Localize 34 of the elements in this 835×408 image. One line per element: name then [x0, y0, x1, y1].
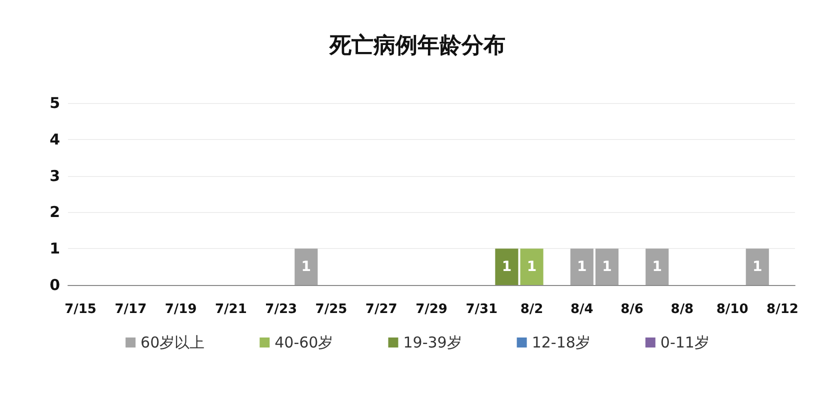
x-tick-label: 7/23 [265, 302, 298, 317]
data-label: 1 [652, 258, 662, 275]
chart-title: 死亡病例年龄分布 [328, 32, 506, 58]
data-label: 1 [602, 258, 612, 275]
y-tick-label: 4 [50, 130, 60, 148]
x-tick-label: 8/12 [766, 302, 798, 317]
legend-label: 40-60岁 [274, 334, 334, 352]
x-tick-label: 7/19 [164, 302, 197, 317]
y-tick-label: 1 [50, 240, 60, 258]
x-tick-label: 7/29 [416, 302, 448, 317]
y-tick-label: 0 [50, 276, 60, 294]
data-label: 1 [577, 258, 587, 275]
x-tick-label: 8/4 [570, 302, 594, 317]
legend-label: 19-39岁 [403, 334, 462, 352]
x-tick-label: 7/15 [64, 302, 96, 317]
x-tick-label: 8/8 [670, 302, 694, 317]
data-label: 1 [752, 258, 762, 275]
x-tick-label: 8/6 [620, 302, 644, 317]
x-tick-label: 7/31 [466, 302, 498, 317]
y-tick-label: 2 [50, 203, 60, 222]
legend-label: 0-11岁 [660, 334, 710, 352]
legend-label: 60岁以上 [140, 334, 205, 352]
x-tick-label: 7/27 [365, 302, 398, 317]
y-tick-label: 3 [50, 166, 60, 185]
data-label: 1 [502, 258, 512, 275]
y-tick-label: 5 [50, 94, 60, 112]
x-tick-label: 7/21 [215, 302, 247, 317]
x-tick-label: 8/10 [716, 302, 748, 317]
data-label: 1 [301, 258, 312, 275]
x-tick-label: 7/25 [315, 302, 348, 317]
data-label: 1 [526, 258, 537, 275]
legend-label: 12-18岁 [532, 334, 590, 352]
x-tick-label: 8/2 [520, 302, 544, 317]
x-tick-label: 7/17 [114, 302, 147, 317]
